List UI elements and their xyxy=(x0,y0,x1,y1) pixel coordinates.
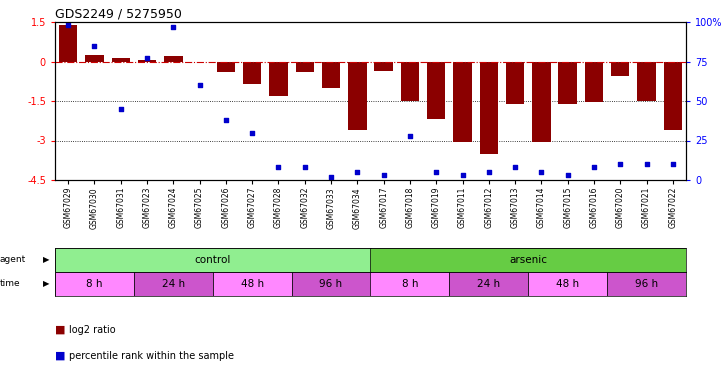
Point xyxy=(352,169,363,175)
Text: percentile rank within the sample: percentile rank within the sample xyxy=(69,351,234,361)
Text: ■: ■ xyxy=(55,325,66,335)
Bar xyxy=(454,62,472,142)
Bar xyxy=(296,62,314,72)
Text: 24 h: 24 h xyxy=(162,279,185,289)
Bar xyxy=(243,62,262,84)
Bar xyxy=(528,272,607,296)
Point xyxy=(404,133,416,139)
Point xyxy=(641,161,653,167)
Point xyxy=(588,164,600,170)
Bar xyxy=(322,62,340,88)
Text: arsenic: arsenic xyxy=(509,255,547,265)
Text: control: control xyxy=(195,255,231,265)
Bar xyxy=(348,62,366,130)
Point xyxy=(141,56,153,62)
Point xyxy=(430,169,442,175)
Point xyxy=(536,169,547,175)
Text: ▶: ▶ xyxy=(43,279,50,288)
Bar xyxy=(164,56,182,62)
Bar xyxy=(217,62,235,72)
Bar xyxy=(637,62,656,101)
Point xyxy=(378,172,389,178)
Text: 48 h: 48 h xyxy=(556,279,579,289)
Point xyxy=(509,164,521,170)
Bar xyxy=(585,62,603,102)
Bar xyxy=(59,25,77,62)
Point xyxy=(299,164,311,170)
Bar xyxy=(559,62,577,104)
Point xyxy=(483,169,495,175)
Point xyxy=(220,117,231,123)
Text: ▶: ▶ xyxy=(43,255,50,264)
Text: ■: ■ xyxy=(55,351,66,361)
Bar xyxy=(449,272,528,296)
Point xyxy=(614,161,626,167)
Point xyxy=(273,164,284,170)
Text: time: time xyxy=(0,279,21,288)
Bar xyxy=(55,248,371,272)
Bar xyxy=(532,62,551,142)
Bar xyxy=(371,272,449,296)
Bar xyxy=(269,62,288,96)
Bar xyxy=(291,272,371,296)
Point xyxy=(325,174,337,180)
Point xyxy=(115,106,126,112)
Bar xyxy=(112,57,130,62)
Bar xyxy=(427,62,446,119)
Text: 96 h: 96 h xyxy=(319,279,342,289)
Text: 8 h: 8 h xyxy=(402,279,418,289)
Point xyxy=(63,22,74,28)
Text: GDS2249 / 5275950: GDS2249 / 5275950 xyxy=(55,8,182,21)
Bar xyxy=(401,62,419,101)
Text: log2 ratio: log2 ratio xyxy=(69,325,116,335)
Bar xyxy=(607,272,686,296)
Point xyxy=(667,161,678,167)
Bar xyxy=(85,55,104,62)
Text: 24 h: 24 h xyxy=(477,279,500,289)
Bar xyxy=(134,272,213,296)
Bar xyxy=(506,62,524,104)
Bar xyxy=(55,272,134,296)
Text: agent: agent xyxy=(0,255,26,264)
Bar xyxy=(371,248,686,272)
Point xyxy=(247,130,258,136)
Point xyxy=(194,82,205,88)
Text: 96 h: 96 h xyxy=(635,279,658,289)
Point xyxy=(89,43,100,49)
Point xyxy=(167,24,179,30)
Bar xyxy=(374,62,393,71)
Text: 8 h: 8 h xyxy=(87,279,102,289)
Bar xyxy=(213,272,291,296)
Text: 48 h: 48 h xyxy=(241,279,264,289)
Bar xyxy=(138,60,156,62)
Bar xyxy=(663,62,682,130)
Bar xyxy=(479,62,498,154)
Point xyxy=(562,172,573,178)
Bar xyxy=(611,62,629,76)
Point xyxy=(456,172,468,178)
